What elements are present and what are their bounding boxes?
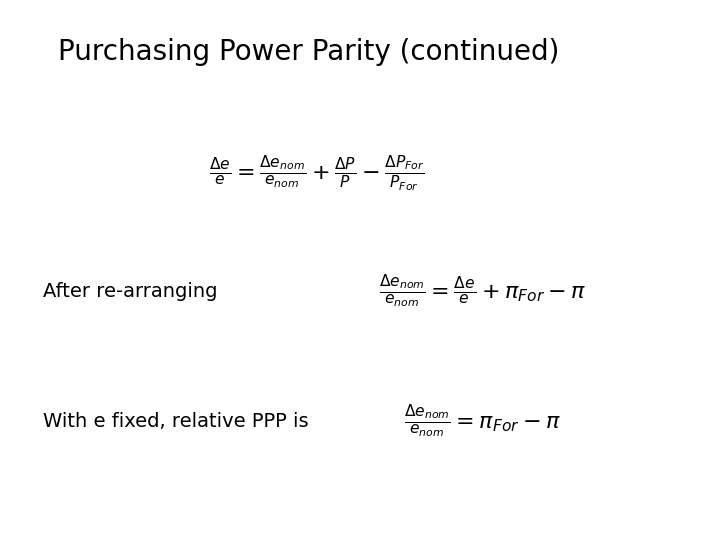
- Text: With e fixed, relative PPP is: With e fixed, relative PPP is: [43, 411, 309, 431]
- Text: $\frac{\Delta e_{nom}}{e_{nom}} = \frac{\Delta e}{e} + \pi_{For} - \pi$: $\frac{\Delta e_{nom}}{e_{nom}} = \frac{…: [379, 273, 586, 310]
- Text: $\frac{\Delta e_{nom}}{e_{nom}} = \pi_{For} - \pi$: $\frac{\Delta e_{nom}}{e_{nom}} = \pi_{F…: [404, 403, 561, 440]
- Text: $\frac{\Delta e}{e} = \frac{\Delta e_{nom}}{e_{nom}} + \frac{\Delta P}{P} - \fra: $\frac{\Delta e}{e} = \frac{\Delta e_{no…: [209, 153, 425, 193]
- Text: After re-arranging: After re-arranging: [43, 282, 217, 301]
- Text: Purchasing Power Parity (continued): Purchasing Power Parity (continued): [58, 38, 559, 66]
